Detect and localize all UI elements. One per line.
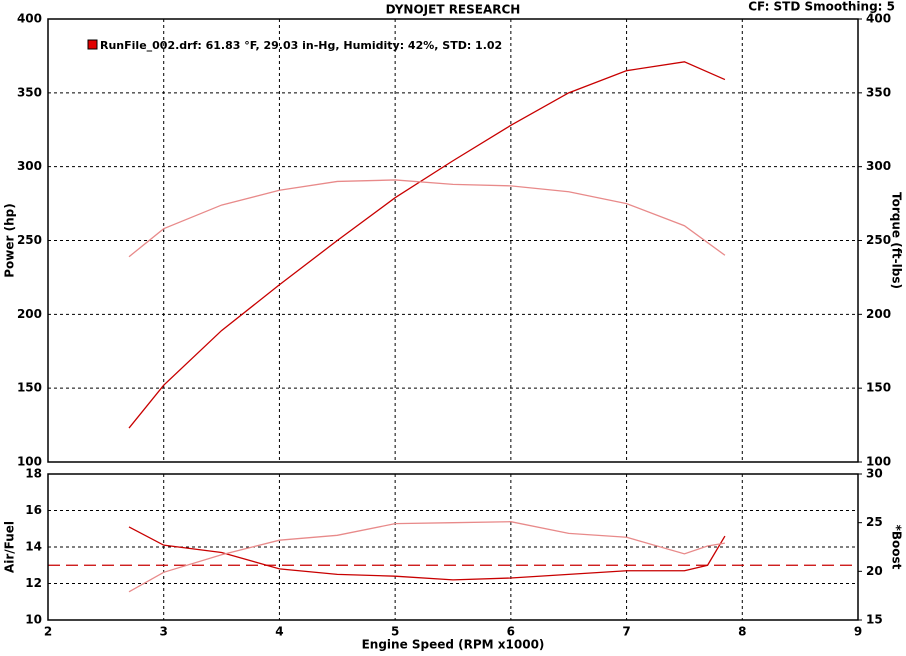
y-tick-label: 12 (25, 576, 42, 590)
x-tick-label: 7 (622, 625, 630, 639)
x-axis-label: Engine Speed (RPM x1000) (362, 638, 545, 652)
y-tick-label: 150 (17, 381, 42, 395)
x-tick-label: 2 (44, 625, 52, 639)
y-axis-label: Air/Fuel (3, 521, 17, 573)
y-axis-label: Power (hp) (3, 203, 17, 277)
y-tick-label: 10 (25, 613, 42, 627)
header-note: CF: STD Smoothing: 5 (748, 0, 895, 14)
y-tick-label: 350 (17, 85, 42, 99)
y2-axis-label: Torque (ft-lbs) (890, 192, 904, 289)
x-tick-label: 6 (507, 625, 515, 639)
x-tick-label: 4 (275, 625, 283, 639)
y2-tick-label: 15 (866, 613, 883, 627)
y-tick-label: 100 (17, 455, 42, 469)
y-tick-label: 250 (17, 233, 42, 247)
legend-icon (87, 39, 98, 50)
y2-tick-label: 250 (866, 233, 891, 247)
y-tick-label: 200 (17, 307, 42, 321)
y-tick-label: 16 (25, 503, 42, 517)
chart-title: DYNOJET RESEARCH (386, 3, 521, 17)
x-tick-label: 5 (391, 625, 399, 639)
y2-axis-label: *Boost (890, 525, 904, 570)
y2-tick-label: 150 (866, 381, 891, 395)
y-tick-label: 18 (25, 467, 42, 481)
y2-tick-label: 20 (866, 564, 883, 578)
series-line (128, 526, 726, 581)
x-tick-label: 9 (854, 625, 862, 639)
y2-tick-label: 100 (866, 455, 891, 469)
y2-tick-label: 30 (866, 467, 883, 481)
x-tick-label: 3 (160, 625, 168, 639)
y2-tick-label: 25 (866, 515, 883, 529)
plot-frame (47, 473, 859, 621)
y2-tick-label: 400 (866, 12, 891, 26)
y2-tick-label: 200 (866, 307, 891, 321)
y-tick-label: 300 (17, 159, 42, 173)
legend-text: RunFile_002.drf: 61.83 °F, 29.03 in-Hg, … (100, 39, 502, 52)
y2-tick-label: 350 (866, 85, 891, 99)
x-tick-label: 8 (738, 625, 746, 639)
y-tick-label: 14 (25, 540, 42, 554)
series-line (128, 61, 726, 429)
series-line (128, 179, 726, 258)
y2-tick-label: 300 (866, 159, 891, 173)
series-line (128, 521, 726, 593)
plot-frame (47, 18, 859, 463)
y-tick-label: 400 (17, 12, 42, 26)
